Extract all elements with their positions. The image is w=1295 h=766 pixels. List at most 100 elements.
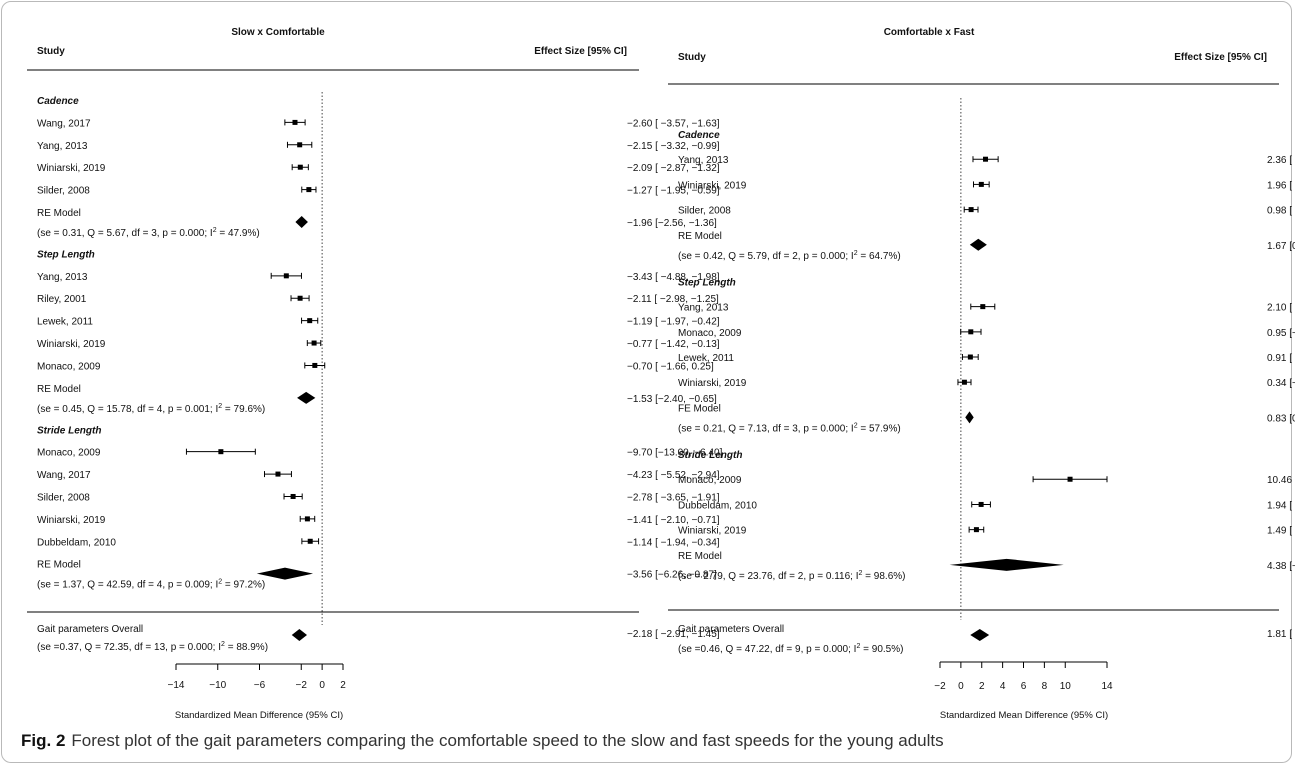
- panel2-stride-length-study-2-label: Dubbeldam, 2010: [678, 500, 757, 511]
- panel2-stride-length-model-effect: 4.38 [−1.08, 9.85]: [1267, 561, 1295, 572]
- panel2-overall-stats: (se =0.46, Q = 47.22, df = 9, p = 0.000;…: [678, 643, 903, 655]
- panel2-cadence-study-2-effect: 1.96 [ 1.21, 2.71]: [1267, 180, 1295, 191]
- panel1-step-length-study-1-point: [283, 273, 289, 279]
- panel2-stride-length-study-1-label: Monaco, 2009: [678, 475, 742, 486]
- panel1-stride-length-study-4-effect: −1.41 [ −2.10, −0.71]: [627, 515, 720, 526]
- panel1-stride-length-study-2-label: Wang, 2017: [37, 470, 91, 481]
- panel2-step-length-model-label: FE Model: [678, 403, 721, 414]
- panel1-step-length-model-effect: −1.53 [−2.40, −0.65]: [627, 394, 717, 405]
- panel1-step-length-model-label: RE Model: [37, 384, 81, 395]
- panel1-group-step-length: Step Length: [37, 249, 95, 260]
- panel1-step-length-study-1-label: Yang, 2013: [37, 272, 88, 283]
- panel1-stride-length-study-3-effect: −2.78 [ −3.65, −1.91]: [627, 492, 720, 503]
- panel1-stride-length-study-2-point: [275, 471, 281, 477]
- panel1-stride-length-model-stats: (se = 1.37, Q = 42.59, df = 4, p = 0.009…: [37, 579, 265, 591]
- panel1-stride-length-model-label: RE Model: [37, 560, 81, 571]
- panel2-x-tick-label-2: 0: [958, 681, 964, 692]
- panel2-cadence-study-3-point: [968, 207, 974, 213]
- panel2-step-length-model-diamond: [965, 411, 974, 424]
- panel1-cadence-study-2-point: [297, 142, 303, 148]
- panel2-x-tick-label-1: −2: [934, 681, 946, 692]
- panel2-cadence-study-3-effect: 0.98 [ 0.32, 1.64]: [1267, 206, 1295, 217]
- panel2-x-tick-label-5: 6: [1021, 681, 1027, 692]
- panel1-step-length-study-2-effect: −2.11 [ −2.98, −1.25]: [627, 294, 719, 305]
- panel2-group-cadence: Cadence: [678, 130, 720, 141]
- panel2-step-length-study-1-label: Yang, 2013: [678, 303, 729, 314]
- panel2-step-length-model-stats: (se = 0.21, Q = 7.13, df = 3, p = 0.000;…: [678, 422, 901, 434]
- panel2-stride-length-study-2-effect: 1.94 [ 1.04, 2.83]: [1267, 500, 1295, 511]
- panel1-cadence-study-2-effect: −2.15 [ −3.32, −0.99]: [627, 141, 720, 152]
- panel2-step-length-study-4-label: Winiarski, 2019: [678, 378, 747, 389]
- panel2-step-length-study-2-effect: 0.95 [−0.02, 1.93]: [1267, 328, 1295, 339]
- panel1-stride-length-study-4-point: [304, 516, 310, 522]
- panel2-stride-length-study-3-point: [973, 527, 979, 533]
- panel1-cadence-study-3-effect: −2.09 [ −2.87, −1.32]: [627, 163, 720, 174]
- panel2-stride-length-study-3-label: Winiarski, 2019: [678, 526, 747, 537]
- panel2-step-length-study-3-label: Lewek, 2011: [678, 353, 734, 364]
- panel1-study-header: Study: [37, 46, 65, 57]
- panel1-cadence-study-3-label: Winiarski, 2019: [37, 163, 106, 174]
- panel1-cadence-study-1-point: [292, 119, 298, 125]
- panel1-cadence-study-1-label: Wang, 2017: [37, 118, 91, 129]
- panel1-step-length-study-5-label: Monaco, 2009: [37, 361, 101, 372]
- panel2-stride-length-study-2-point: [978, 501, 984, 507]
- panel2-cadence-study-2-label: Winiarski, 2019: [678, 180, 747, 191]
- panel1-step-length-study-5-effect: −0.70 [ −1.66, 0.25]: [627, 361, 714, 372]
- panel1-x-tick-label-3: −6: [254, 680, 266, 691]
- panel1-overall-stats: (se =0.37, Q = 72.35, df = 13, p = 0.000…: [37, 641, 268, 653]
- panel2-title: Comfortable x Fast: [884, 27, 975, 38]
- panel2-cadence-study-3-label: Silder, 2008: [678, 206, 731, 217]
- panel2-stride-length-study-3-effect: 1.49 [ 0.79, 2.19]: [1267, 526, 1295, 537]
- panel2-stride-length-model-diamond: [949, 558, 1064, 571]
- panel2-overall-label: Gait parameters Overall: [678, 624, 784, 635]
- panel2-cadence-model-label: RE Model: [678, 231, 722, 242]
- panel1-x-axis-label: Standardized Mean Difference (95% CI): [175, 710, 343, 721]
- panel1-stride-length-study-1-effect: −9.70 [−13.00, −6.40]: [627, 448, 723, 459]
- panel1-cadence-study-4-effect: −1.27 [ −1.95, −0.59]: [627, 186, 720, 197]
- panel2-x-tick-label-6: 8: [1042, 681, 1048, 692]
- panel1-step-length-study-4-point: [311, 340, 317, 346]
- panel1-stride-length-model-diamond: [256, 567, 314, 580]
- panel2-x-tick-label-7: 10: [1060, 681, 1072, 692]
- panel2-step-length-study-1-point: [980, 304, 986, 310]
- panel2-cadence-model-effect: 1.67 [0.86, 2.49]: [1267, 241, 1295, 252]
- panel1-overall-label: Gait parameters Overall: [37, 624, 143, 635]
- panel2-x-axis-label: Standardized Mean Difference (95% CI): [940, 710, 1108, 721]
- panel1-stride-length-study-4-label: Winiarski, 2019: [37, 515, 106, 526]
- panel2-cadence-model-diamond: [969, 238, 987, 251]
- panel1-cadence-study-1-effect: −2.60 [ −3.57, −1.63]: [627, 118, 720, 129]
- panel2-overall-diamond: [970, 629, 990, 641]
- panel1-stride-length-study-1-label: Monaco, 2009: [37, 448, 101, 459]
- panel2-cadence-model-stats: (se = 0.42, Q = 5.79, df = 2, p = 0.000;…: [678, 250, 901, 262]
- panel1-overall-diamond: [291, 629, 307, 641]
- panel2-effect-header: Effect Size [95% CI]: [1174, 52, 1267, 63]
- panel2-x-tick-label-8: 14: [1101, 681, 1113, 692]
- panel2-step-length-study-3-point: [967, 354, 973, 360]
- panel1-step-length-study-2-label: Riley, 2001: [37, 294, 87, 305]
- panel2-stride-length-model-label: RE Model: [678, 551, 722, 562]
- panel1-x-tick-label-6: 2: [340, 680, 346, 691]
- panel1-step-length-study-3-label: Lewek, 2011: [37, 317, 93, 328]
- panel1-cadence-model-effect: −1.96 [−2.56, −1.36]: [627, 218, 717, 229]
- panel2-stride-length-study-1-point: [1067, 476, 1073, 482]
- panel1-step-length-study-3-point: [307, 318, 313, 324]
- panel2-study-header: Study: [678, 52, 706, 63]
- panel1-stride-length-study-5-point: [307, 538, 313, 544]
- panel2-overall-effect: 1.81 [ 0.90, 2.71]: [1267, 629, 1295, 640]
- panel1-group-cadence: Cadence: [37, 96, 79, 107]
- panel1-step-length-study-1-effect: −3.43 [ −4.88, −1.98]: [627, 272, 720, 283]
- panel2-step-length-model-effect: 0.83 [0.42, 1.23]: [1267, 413, 1295, 424]
- panel2-cadence-study-1-label: Yang, 2013: [678, 155, 729, 166]
- panel2-x-tick-label-3: 2: [979, 681, 985, 692]
- panel1-x-tick-label-1: −14: [168, 680, 185, 691]
- panel1-cadence-study-4-point: [306, 187, 312, 193]
- panel1-step-length-study-2-point: [297, 295, 303, 301]
- panel1-stride-length-model-effect: −3.56 [−6.26, −0.87]: [627, 570, 717, 581]
- panel2-step-length-study-3-effect: 0.91 [ 0.15, 1.66]: [1267, 353, 1295, 364]
- caption-text: Forest plot of the gait parameters compa…: [71, 731, 944, 750]
- panel1-cadence-model-diamond: [295, 216, 308, 228]
- panel1-x-tick-label-2: −10: [209, 680, 226, 691]
- panel2-stride-length-model-stats: (se = 2.79, Q = 23.76, df = 2, p = 0.116…: [678, 570, 906, 582]
- panel2-stride-length-study-1-effect: 10.46 [ 6.92, 14.00]: [1267, 475, 1295, 486]
